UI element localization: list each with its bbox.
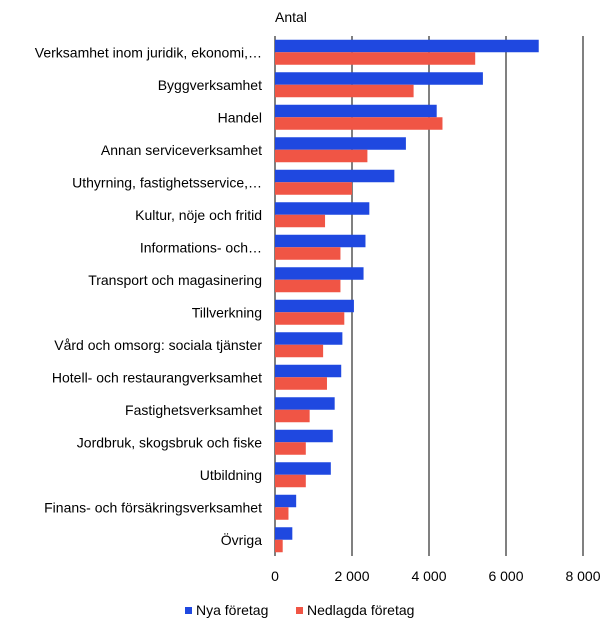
x-tick-label: 2 000 <box>334 568 369 584</box>
bar <box>275 332 343 345</box>
bar <box>275 104 437 118</box>
legend-label: Nedlagda företag <box>307 602 414 618</box>
bar <box>275 397 335 410</box>
bar <box>275 39 539 53</box>
category-label: Handel <box>218 109 262 125</box>
bar <box>275 149 368 163</box>
bar <box>275 137 406 150</box>
bar <box>275 474 306 488</box>
legend-label: Nya företag <box>196 602 268 618</box>
category-label: Utbildning <box>200 467 262 483</box>
bar <box>275 202 370 215</box>
category-label: Jordbruk, skogsbruk och fiske <box>77 434 262 450</box>
bar <box>275 72 483 85</box>
category-label: Fastighetsverksamhet <box>125 402 262 418</box>
category-label: Finans- och försäkringsverksamhet <box>44 499 262 515</box>
bar <box>275 279 341 293</box>
x-tick-label: 8 000 <box>565 568 600 584</box>
category-label: Transport och magasinering <box>88 272 262 288</box>
legend: Nya företag Nedlagda företag <box>185 602 414 618</box>
category-labels: Verksamhet inom juridik, ekonomi,… Byggve… <box>35 44 263 548</box>
x-tick-label: 4 000 <box>411 568 446 584</box>
bar <box>275 507 289 520</box>
bar <box>275 247 341 260</box>
x-tick-labels: 0 2 000 4 000 6 000 8 000 <box>271 568 601 584</box>
category-label: Kultur, nöje och fritid <box>135 207 262 223</box>
bar <box>275 117 443 130</box>
bar <box>275 267 364 280</box>
bar <box>275 539 283 553</box>
bar <box>275 182 352 195</box>
category-label: Hotell- och restaurangverksamhet <box>52 369 262 385</box>
bar <box>275 462 331 475</box>
bar <box>275 442 306 455</box>
legend-swatch <box>296 607 303 614</box>
bar <box>275 52 476 65</box>
x-tick-label: 0 <box>271 568 279 584</box>
bar <box>275 312 345 325</box>
x-tick-label: 6 000 <box>488 568 523 584</box>
bar <box>275 84 414 98</box>
bar <box>275 214 326 228</box>
bar <box>275 527 293 540</box>
category-label: Annan serviceverksamhet <box>101 142 262 158</box>
bar <box>275 234 366 248</box>
category-label: Uthyrning, fastighetsservice,… <box>72 174 262 190</box>
category-label: Byggverksamhet <box>158 77 262 93</box>
bar <box>275 494 297 508</box>
bar <box>275 364 342 378</box>
category-label: Verksamhet inom juridik, ekonomi,… <box>35 44 262 60</box>
category-label: Tillverkning <box>192 304 262 320</box>
category-label: Vård och omsorg: sociala tjänster <box>54 337 262 353</box>
category-label: Informations- och… <box>140 239 262 255</box>
bar <box>275 299 354 313</box>
bar <box>275 377 327 390</box>
bar <box>275 409 310 423</box>
bar <box>275 429 333 443</box>
bars <box>275 39 539 553</box>
category-label: Övriga <box>221 531 262 548</box>
y-axis-label: Antal <box>275 9 307 25</box>
legend-swatch <box>185 607 192 614</box>
bar <box>275 344 324 358</box>
bar <box>275 169 395 183</box>
